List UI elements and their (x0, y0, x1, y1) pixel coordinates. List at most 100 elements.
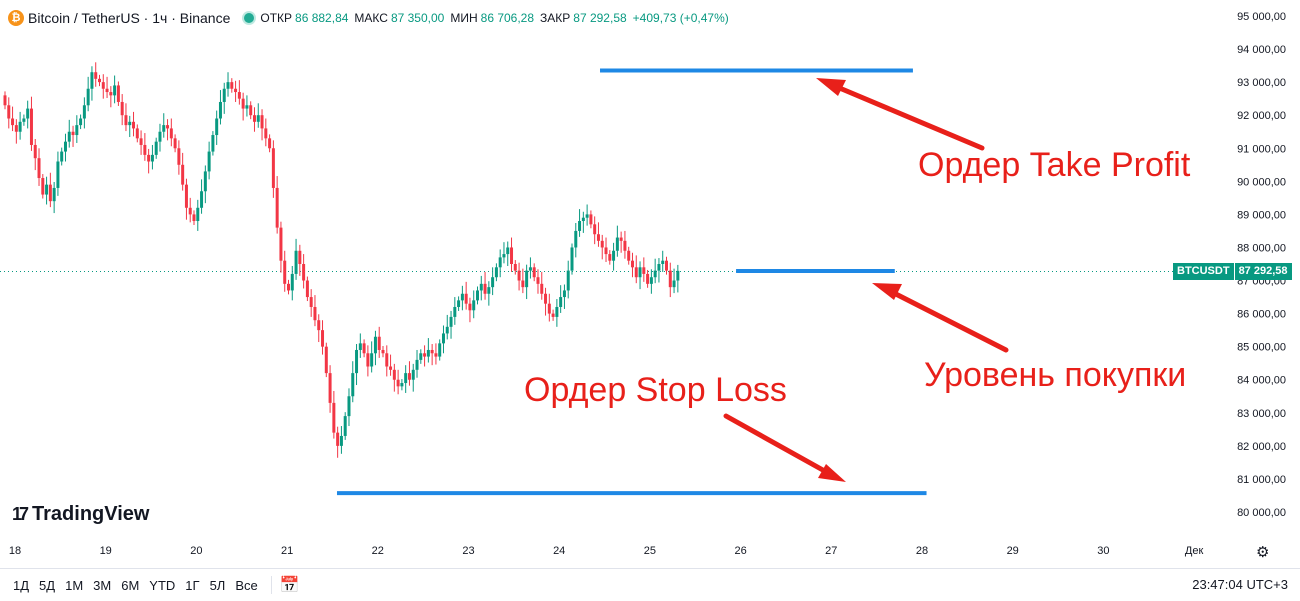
candle-body (483, 283, 487, 294)
gear-icon[interactable]: ⚙ (1256, 544, 1270, 561)
candle (82, 97, 86, 129)
candle (389, 354, 393, 376)
candle-body (211, 135, 215, 152)
candle-body (559, 297, 563, 307)
candle-body (634, 267, 638, 278)
candle-body (487, 287, 491, 294)
candle-body (230, 82, 234, 89)
candle (48, 172, 52, 208)
candle-body (566, 270, 570, 291)
candle (222, 82, 226, 114)
candle-body (396, 379, 400, 387)
candle (619, 231, 623, 253)
candle-body (162, 125, 166, 132)
calendar-icon[interactable]: 📅 (279, 577, 300, 594)
candle (173, 134, 177, 153)
candle-body (105, 88, 109, 93)
time-tick-label: 26 (734, 545, 746, 557)
candle-body (502, 254, 506, 258)
candle (562, 284, 566, 309)
symbol-title[interactable]: Bitcoin / TetherUS · 1ч · Binance (28, 10, 231, 26)
candle-body (627, 250, 631, 261)
candle (404, 365, 408, 393)
arrow-take-profit (816, 78, 985, 151)
candle (71, 125, 75, 147)
candle (63, 133, 67, 162)
candle-body (355, 349, 359, 374)
candle (589, 210, 593, 229)
tradingview-logo[interactable]: 17 TradingView (12, 503, 149, 526)
range-button[interactable]: 1М (65, 577, 84, 593)
clock-time[interactable]: 23:47:04 UTC+3 (1192, 577, 1288, 592)
candle-body (309, 297, 313, 307)
candle (566, 260, 570, 299)
candle-body (82, 105, 86, 119)
candle-body (612, 250, 616, 261)
candle (634, 255, 638, 284)
candle (241, 92, 245, 121)
candle (336, 426, 340, 458)
candle (211, 131, 215, 156)
candle (468, 297, 472, 323)
range-button[interactable]: 1Д (13, 577, 30, 593)
candle-body (52, 187, 56, 202)
candle-body (649, 277, 653, 284)
candle (653, 258, 657, 284)
range-button[interactable]: 1Г (185, 577, 200, 593)
range-button[interactable]: Все (235, 577, 258, 593)
price-chart[interactable]: 95 000,00 94 000,00 93 000,00 92 000,00 91 0… (0, 0, 1300, 568)
price-tick-label: 91 000,00 (1237, 143, 1286, 155)
candle-body (544, 293, 548, 304)
candle-body (555, 306, 559, 317)
candle-body (672, 280, 676, 288)
candle (128, 115, 132, 138)
range-button[interactable]: 5Л (209, 577, 226, 593)
candle (510, 237, 514, 272)
candle (41, 174, 45, 199)
candle (113, 75, 117, 104)
range-button[interactable]: 5Д (39, 577, 56, 593)
range-button[interactable]: 3М (93, 577, 112, 593)
time-tick-label: 21 (281, 545, 293, 557)
candle-body (321, 330, 325, 347)
candle (45, 176, 49, 205)
candle (207, 141, 211, 180)
candle (581, 211, 585, 233)
candle-body (358, 343, 362, 350)
candle (661, 250, 665, 272)
candle (638, 261, 642, 290)
candle-body (109, 92, 113, 96)
candle-body (434, 353, 438, 357)
candle (290, 265, 294, 301)
candle (139, 130, 143, 155)
candle-body (362, 343, 366, 354)
candle (94, 62, 98, 87)
range-button[interactable]: 6М (121, 577, 140, 593)
time-tick-label: Дек (1185, 545, 1204, 557)
candle (362, 339, 366, 358)
candle (453, 297, 457, 325)
candle (79, 114, 83, 130)
range-button[interactable]: YTD (149, 577, 176, 593)
candle-body (615, 237, 619, 251)
candle-body (476, 290, 479, 301)
candle-body (547, 303, 551, 314)
candle-body (241, 98, 245, 109)
price-tick-label: 83 000,00 (1237, 408, 1286, 420)
bottom-toolbar: 1Д 5Д 1М 3М 6М YTD 1Г 5Л Все 📅 23:47:04 UTC+3 (0, 568, 1300, 601)
candle (600, 234, 604, 260)
candle (166, 119, 170, 141)
candle-body (328, 373, 332, 403)
candle (630, 252, 634, 278)
candle-body (336, 432, 340, 446)
candle (494, 263, 498, 282)
price-tick-label: 81 000,00 (1237, 474, 1286, 486)
candle-body (540, 283, 544, 294)
candle (547, 293, 551, 322)
candle (544, 287, 548, 316)
candle (665, 256, 668, 275)
candle-body (128, 121, 132, 126)
candle-body (143, 144, 147, 155)
candle-body (653, 270, 657, 278)
time-tick-label: 22 (372, 545, 384, 557)
